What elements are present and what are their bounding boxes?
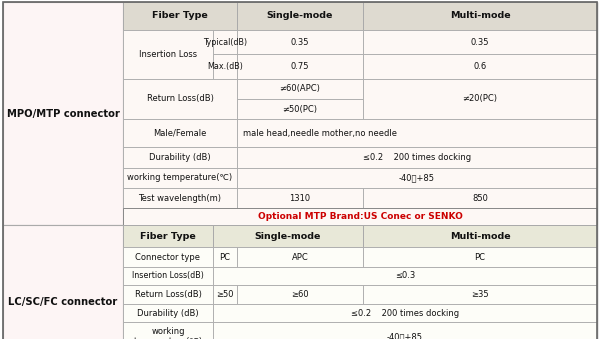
Bar [237,99,363,119]
Bar [363,79,597,119]
Bar [237,54,363,79]
Bar [363,30,597,54]
Bar [123,2,237,30]
Bar [123,267,213,285]
Text: 0.75: 0.75 [291,62,309,71]
Text: -40～+85: -40～+85 [387,332,423,339]
Bar [213,247,237,267]
Bar [237,79,363,99]
Bar [237,168,597,188]
Text: Fiber Type: Fiber Type [152,11,208,20]
Text: Durability (dB): Durability (dB) [137,309,199,318]
Bar [123,208,597,225]
Bar [123,322,213,339]
Text: Return Loss(dB): Return Loss(dB) [146,95,214,103]
Bar [363,285,597,304]
Bar [123,188,237,208]
Text: ≤0.2    200 times docking: ≤0.2 200 times docking [351,309,459,318]
Bar [237,119,597,147]
Bar [123,225,213,247]
Bar [237,2,363,30]
Bar [123,147,237,168]
Bar [123,247,213,267]
Bar [213,304,597,322]
Text: PC: PC [475,253,485,262]
Text: Max.(dB): Max.(dB) [207,62,243,71]
Text: Male/Female: Male/Female [154,129,206,138]
Text: APC: APC [292,253,308,262]
Text: working
temperature(℃): working temperature(℃) [133,327,202,339]
Text: Insertion Loss(dB): Insertion Loss(dB) [132,272,204,280]
Bar [213,54,237,79]
Bar [123,79,237,119]
Bar [237,188,363,208]
Text: 1310: 1310 [289,194,311,203]
Text: Multi-mode: Multi-mode [449,11,511,20]
Text: ≤0.2    200 times docking: ≤0.2 200 times docking [363,153,471,162]
Text: 0.6: 0.6 [473,62,487,71]
Bar [213,30,237,54]
Bar [123,119,237,147]
Text: ≠50(PC): ≠50(PC) [283,105,317,114]
Bar [123,285,213,304]
Text: ≠60(APC): ≠60(APC) [280,84,320,93]
Bar [363,247,597,267]
Bar [237,285,363,304]
Bar [123,168,237,188]
Text: 0.35: 0.35 [291,38,309,46]
Bar [237,30,363,54]
Text: ≠20(PC): ≠20(PC) [463,95,497,103]
Text: Single-mode: Single-mode [255,232,321,241]
Text: ≥60: ≥60 [291,290,309,299]
Text: Insertion Loss: Insertion Loss [139,50,197,59]
Bar [213,322,597,339]
Bar [3,225,123,339]
Bar [363,54,597,79]
Bar [363,188,597,208]
Text: MPO/MTP connector: MPO/MTP connector [7,108,119,119]
Text: Return Loss(dB): Return Loss(dB) [134,290,202,299]
Bar [363,225,597,247]
Bar [123,304,213,322]
Text: Fiber Type: Fiber Type [140,232,196,241]
Bar [123,30,213,79]
Text: Durability (dB): Durability (dB) [149,153,211,162]
Text: PC: PC [220,253,230,262]
Bar [3,2,123,225]
Text: Single-mode: Single-mode [267,11,333,20]
Text: -40～+85: -40～+85 [399,174,435,182]
Bar [213,285,237,304]
Text: working temperature(℃): working temperature(℃) [127,174,233,182]
Bar [237,247,363,267]
Text: Connector type: Connector type [136,253,200,262]
Text: ≥35: ≥35 [471,290,489,299]
Text: Typical(dB): Typical(dB) [203,38,247,46]
Text: 0.35: 0.35 [471,38,489,46]
Text: 850: 850 [472,194,488,203]
Bar [237,147,597,168]
Text: ≤0.3: ≤0.3 [395,272,415,280]
Bar [213,267,597,285]
Text: Multi-mode: Multi-mode [449,232,511,241]
Text: male head,needle mother,no needle: male head,needle mother,no needle [243,129,397,138]
Text: LC/SC/FC connector: LC/SC/FC connector [8,297,118,307]
Text: ≥50: ≥50 [216,290,234,299]
Text: Test wavelength(m): Test wavelength(m) [139,194,221,203]
Bar [363,2,597,30]
Bar [213,225,363,247]
Text: Optional MTP Brand:US Conec or SENKO: Optional MTP Brand:US Conec or SENKO [257,213,463,221]
